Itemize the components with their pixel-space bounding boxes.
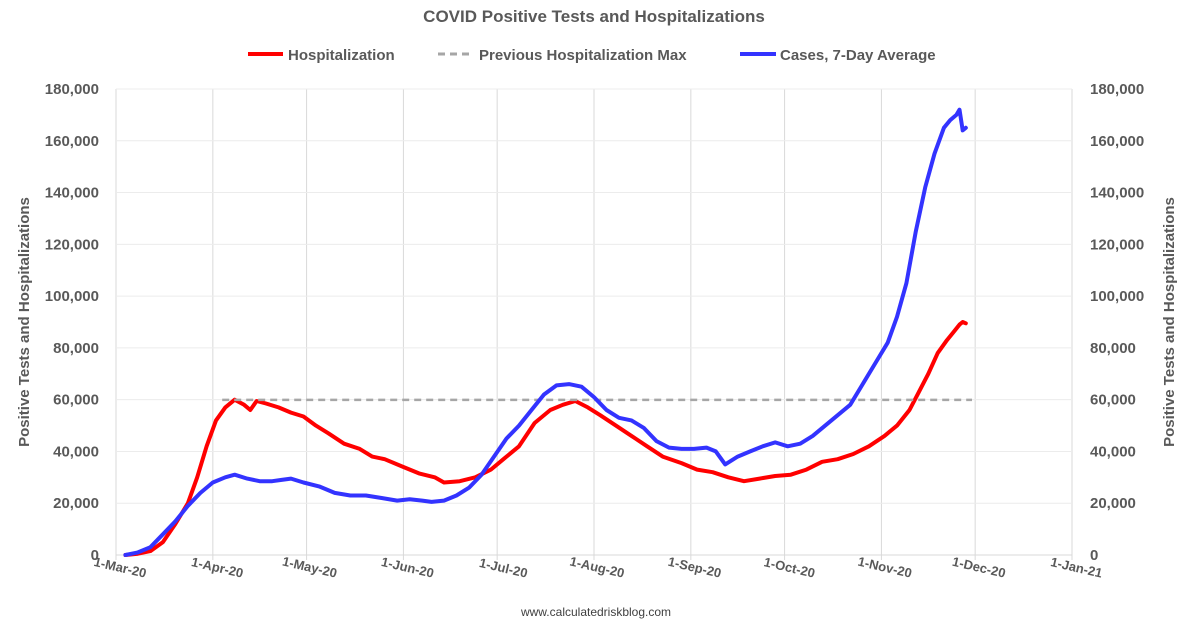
y-left-tick-label: 80,000 bbox=[53, 340, 99, 357]
x-tick-label: 1-Jul-20 bbox=[478, 555, 529, 581]
x-tick-label: 1-Dec-20 bbox=[951, 554, 1007, 581]
x-tick-label: 1-Sep-20 bbox=[667, 554, 723, 581]
y-right-tick-label: 60,000 bbox=[1090, 392, 1136, 409]
y-right-tick-label: 0 bbox=[1090, 547, 1098, 564]
series-layer bbox=[123, 107, 972, 557]
chart-title: COVID Positive Tests and Hospitalization… bbox=[423, 7, 765, 26]
y-right-tick-label: 160,000 bbox=[1090, 133, 1144, 150]
y-right-tick-label: 40,000 bbox=[1090, 443, 1136, 460]
y-right-tick-label: 140,000 bbox=[1090, 185, 1144, 202]
y-axis-title-left: Positive Tests and Hospitalizations bbox=[16, 197, 33, 447]
source-credit: www.calculatedriskblog.com bbox=[520, 605, 671, 619]
y-right-tick-labels: 0 20,000 40,000 60,000 80,000 100,000 120,000 1… bbox=[1090, 81, 1144, 564]
y-left-tick-label: 140,000 bbox=[45, 185, 99, 202]
y-left-tick-label: 40,000 bbox=[53, 443, 99, 460]
y-left-tick-labels: 0 20,000 40,000 60,000 80,000 100,000 120,000 1… bbox=[45, 81, 99, 564]
series-line-cases bbox=[123, 107, 968, 557]
x-tick-marks bbox=[115, 555, 1073, 560]
vertical-gridlines bbox=[115, 89, 1073, 555]
x-tick-label: 1-Jun-20 bbox=[380, 554, 435, 581]
y-left-tick-label: 20,000 bbox=[53, 495, 99, 512]
series-line-hospitalization bbox=[123, 320, 968, 557]
y-right-tick-label: 100,000 bbox=[1090, 288, 1144, 305]
x-tick-label: 1-Apr-20 bbox=[190, 554, 245, 580]
legend-label-hospitalization: Hospitalization bbox=[288, 47, 395, 64]
legend-label-cases: Cases, 7-Day Average bbox=[780, 47, 936, 64]
y-axis-title-right: Positive Tests and Hospitalizations bbox=[1161, 197, 1178, 447]
x-tick-label: 1-May-20 bbox=[281, 554, 339, 581]
y-left-tick-label: 100,000 bbox=[45, 288, 99, 305]
x-tick-label: 1-Nov-20 bbox=[856, 554, 913, 581]
y-left-tick-label: 180,000 bbox=[45, 81, 99, 98]
y-right-tick-label: 80,000 bbox=[1090, 340, 1136, 357]
y-left-tick-label: 120,000 bbox=[45, 236, 99, 253]
x-tick-label: 1-Aug-20 bbox=[568, 554, 626, 581]
y-right-tick-label: 180,000 bbox=[1090, 81, 1144, 98]
x-tick-label: 1-Mar-20 bbox=[92, 554, 147, 581]
x-tick-labels: 1-Mar-20 1-Apr-20 1-May-20 1-Jun-20 1-Jul-20… bbox=[92, 554, 1103, 581]
legend: Hospitalization Previous Hospitalization… bbox=[248, 47, 936, 64]
y-left-tick-label: 60,000 bbox=[53, 392, 99, 409]
y-left-tick-label: 160,000 bbox=[45, 133, 99, 150]
x-tick-label: 1-Oct-20 bbox=[762, 554, 816, 580]
legend-label-previous-max: Previous Hospitalization Max bbox=[479, 47, 687, 64]
y-right-tick-label: 20,000 bbox=[1090, 495, 1136, 512]
y-right-tick-label: 120,000 bbox=[1090, 236, 1144, 253]
y-left-tick-label: 0 bbox=[91, 547, 99, 564]
